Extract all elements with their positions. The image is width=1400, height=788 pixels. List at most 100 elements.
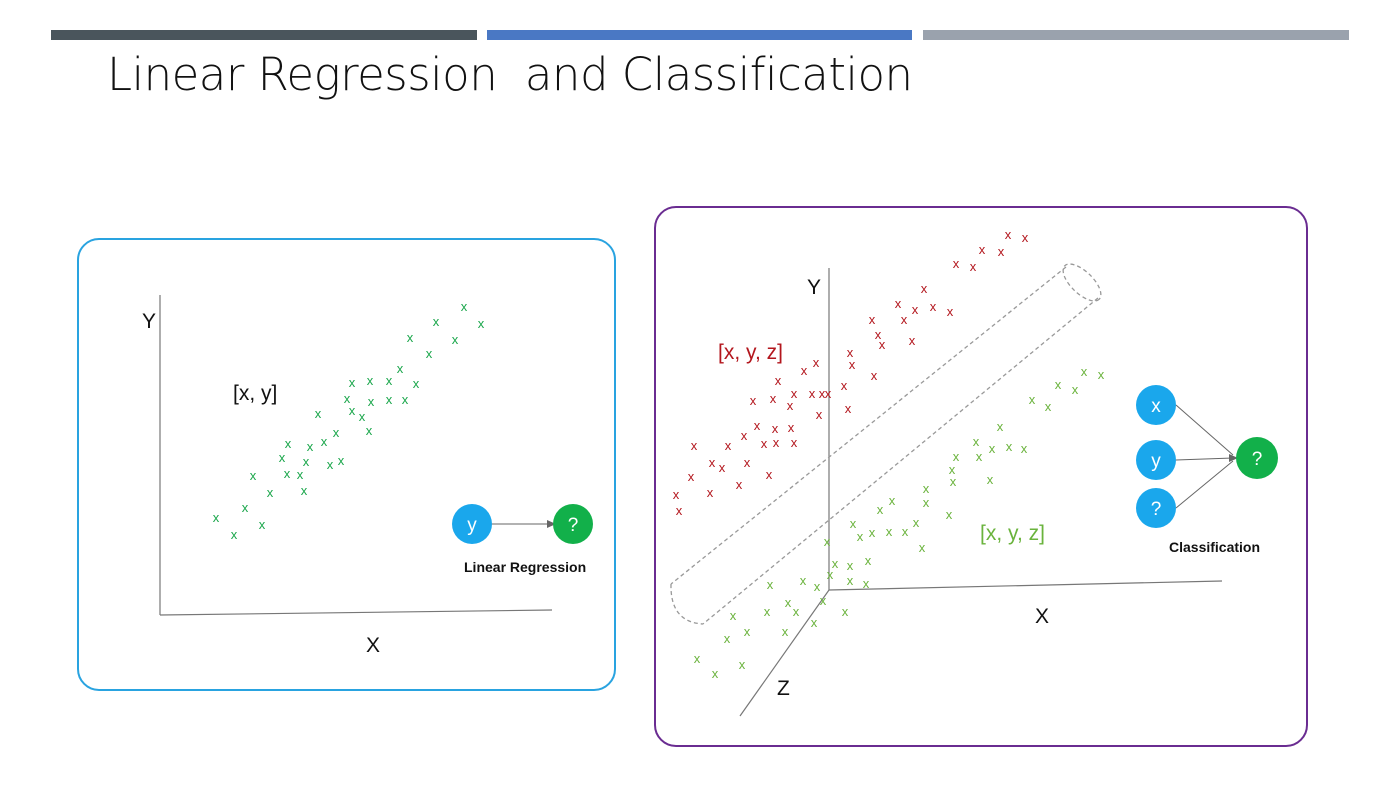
green-class-marker: x xyxy=(850,516,857,531)
red-class-marker: x xyxy=(875,327,882,342)
classification-unknown-node xyxy=(1136,488,1176,528)
regression-point-marker: x xyxy=(397,361,404,376)
red-class-marker: x xyxy=(998,244,1005,259)
red-class-marker: x xyxy=(845,401,852,416)
red-class-marker: x xyxy=(879,337,886,352)
classification-z-axis xyxy=(739,589,830,717)
regression-x-axis xyxy=(159,609,553,616)
red-class-marker: x xyxy=(1022,230,1029,245)
green-class-marker: x xyxy=(730,608,737,623)
regression-point-marker: x xyxy=(279,450,286,465)
green-class-marker: x xyxy=(824,534,831,549)
green-class-marker: x xyxy=(793,604,800,619)
regression-point-marker: x xyxy=(327,457,334,472)
regression-point-marker: x xyxy=(452,332,459,347)
green-class-marker: x xyxy=(863,576,870,591)
red-class-marker: x xyxy=(688,469,695,484)
green-class-marker: x xyxy=(814,579,821,594)
regression-input-node-label: y xyxy=(467,515,477,536)
regression-y-label: Y xyxy=(142,310,156,333)
red-class-marker: x xyxy=(676,503,683,518)
regression-point-marker: x xyxy=(359,409,366,424)
red-class-marker: x xyxy=(912,302,919,317)
regression-point-marker: x xyxy=(284,466,291,481)
red-class-marker: x xyxy=(766,467,773,482)
green-class-marker: x xyxy=(785,595,792,610)
regression-point-marker: x xyxy=(478,316,485,331)
green-class-marker: x xyxy=(877,502,884,517)
red-class-marker: x xyxy=(791,435,798,450)
green-class-marker: x xyxy=(1021,441,1028,456)
red-class-marker: x xyxy=(947,304,954,319)
green-class-marker: x xyxy=(923,495,930,510)
red-class-marker: x xyxy=(772,421,779,436)
header-bar-middle xyxy=(487,30,912,40)
regression-point-marker: x xyxy=(259,517,266,532)
green-class-marker: x xyxy=(913,515,920,530)
red-class-marker: x xyxy=(788,420,795,435)
classification-arrows xyxy=(1175,404,1238,509)
regression-point-marker: x xyxy=(338,453,345,468)
green-class-marker: x xyxy=(946,507,953,522)
classification-x-node-label: x xyxy=(1151,396,1161,417)
red-class-marker: x xyxy=(761,436,768,451)
green-class-label: [x, y, z] xyxy=(980,522,1045,545)
separating-cylinder xyxy=(670,263,1102,625)
red-class-marker: x xyxy=(787,398,794,413)
regression-point-marker: x xyxy=(321,434,328,449)
red-class-marker: x xyxy=(736,477,743,492)
green-class-marker: x xyxy=(857,529,864,544)
red-class-marker: x xyxy=(773,435,780,450)
green-class-marker: x xyxy=(1055,377,1062,392)
regression-point-marker: x xyxy=(407,330,414,345)
green-class-marker: x xyxy=(869,525,876,540)
regression-point-marker: x xyxy=(386,392,393,407)
red-class-marker: x xyxy=(921,281,928,296)
red-class-marker: x xyxy=(725,438,732,453)
regression-point-marker: x xyxy=(333,425,340,440)
red-class-marker: x xyxy=(813,355,820,370)
regression-point-marker: x xyxy=(307,439,314,454)
green-class-marker: x xyxy=(712,666,719,681)
regression-output-node xyxy=(553,504,593,544)
red-class-marker: x xyxy=(953,256,960,271)
red-class-marker: x xyxy=(707,485,714,500)
red-class-marker: x xyxy=(775,373,782,388)
green-class-marker: x xyxy=(989,441,996,456)
green-class-marker: x xyxy=(744,624,751,639)
green-class-marker: x xyxy=(1029,392,1036,407)
green-class-marker: x xyxy=(997,419,1004,434)
regression-point-marker: x xyxy=(426,346,433,361)
green-class-marker: x xyxy=(827,567,834,582)
green-class-marker: x xyxy=(847,573,854,588)
regression-point-marker: x xyxy=(367,373,374,388)
classification-panel xyxy=(654,206,1308,747)
regression-caption: Linear Regression xyxy=(464,559,586,575)
regression-point-marker: x xyxy=(433,314,440,329)
green-class-marker: x xyxy=(1081,364,1088,379)
green-class-marker: x xyxy=(973,434,980,449)
green-class-marker: x xyxy=(694,651,701,666)
green-class-marker: x xyxy=(987,472,994,487)
slide-title: Linear Regression and Classification xyxy=(107,48,913,101)
green-class-marker: x xyxy=(886,524,893,539)
regression-point-marker: x xyxy=(386,373,393,388)
red-class-marker: x xyxy=(849,357,856,372)
green-class-marker: x xyxy=(782,624,789,639)
red-class-marker: x xyxy=(979,242,986,257)
green-class-marker: x xyxy=(724,631,731,646)
regression-point-marker: x xyxy=(301,483,308,498)
regression-point-marker: x xyxy=(344,391,351,406)
green-class-marker: x xyxy=(811,615,818,630)
green-class-marker: x xyxy=(889,493,896,508)
green-class-marker: x xyxy=(949,462,956,477)
red-class-marker: x xyxy=(841,378,848,393)
green-class-marker: x xyxy=(842,604,849,619)
regression-point-label: [x, y] xyxy=(233,382,277,405)
red-class-marker: x xyxy=(801,363,808,378)
green-class-marker: x xyxy=(1045,399,1052,414)
header-bar-left xyxy=(51,30,477,40)
